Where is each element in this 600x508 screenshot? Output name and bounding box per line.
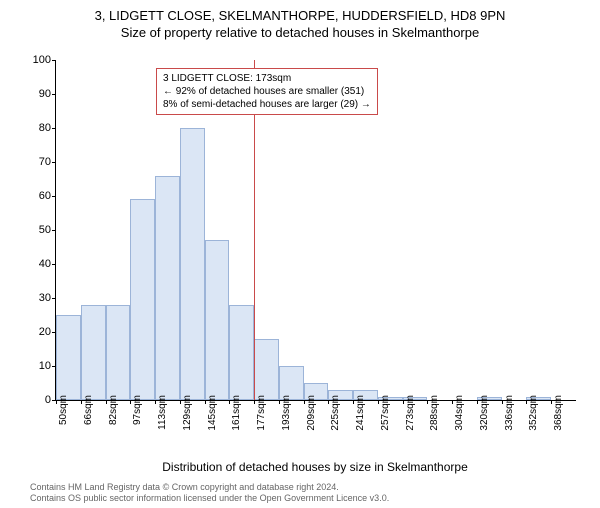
footer-line1: Contains HM Land Registry data © Crown c… bbox=[30, 482, 389, 493]
ytick-mark bbox=[52, 128, 56, 129]
xtick-mark bbox=[279, 400, 280, 404]
xtick-label: 161sqm bbox=[231, 395, 242, 431]
histogram-bar bbox=[56, 315, 81, 400]
ytick-mark bbox=[52, 162, 56, 163]
xtick-label: 288sqm bbox=[429, 395, 440, 431]
xtick-label: 304sqm bbox=[454, 395, 465, 431]
xtick-label: 257sqm bbox=[380, 395, 391, 431]
title-sub: Size of property relative to detached ho… bbox=[0, 25, 600, 40]
histogram-bar bbox=[130, 199, 155, 400]
xtick-label: 336sqm bbox=[504, 395, 515, 431]
xtick-label: 145sqm bbox=[207, 395, 218, 431]
ytick-label: 50 bbox=[21, 224, 51, 236]
xtick-mark bbox=[403, 400, 404, 404]
footer-attribution: Contains HM Land Registry data © Crown c… bbox=[30, 482, 389, 504]
xtick-mark bbox=[155, 400, 156, 404]
xtick-mark bbox=[106, 400, 107, 404]
annotation-line3: 8% of semi-detached houses are larger (2… bbox=[163, 98, 371, 111]
ytick-label: 30 bbox=[21, 292, 51, 304]
ytick-label: 100 bbox=[21, 54, 51, 66]
xtick-label: 129sqm bbox=[182, 395, 193, 431]
xtick-mark bbox=[205, 400, 206, 404]
histogram-bar bbox=[229, 305, 254, 400]
xtick-label: 225sqm bbox=[330, 395, 341, 431]
ytick-label: 10 bbox=[21, 360, 51, 372]
ytick-mark bbox=[52, 230, 56, 231]
xtick-label: 352sqm bbox=[528, 395, 539, 431]
xtick-mark bbox=[353, 400, 354, 404]
xtick-label: 50sqm bbox=[58, 395, 69, 425]
xtick-label: 320sqm bbox=[479, 395, 490, 431]
ytick-mark bbox=[52, 196, 56, 197]
xtick-mark bbox=[477, 400, 478, 404]
ytick-mark bbox=[52, 60, 56, 61]
ytick-label: 70 bbox=[21, 156, 51, 168]
xtick-mark bbox=[378, 400, 379, 404]
xtick-label: 66sqm bbox=[83, 395, 94, 425]
annotation-line1: 3 LIDGETT CLOSE: 173sqm bbox=[163, 72, 371, 85]
histogram-bar bbox=[106, 305, 131, 400]
annotation-box: 3 LIDGETT CLOSE: 173sqm← 92% of detached… bbox=[156, 68, 378, 115]
xtick-mark bbox=[304, 400, 305, 404]
plot-region: 010203040506070809010050sqm66sqm82sqm97s… bbox=[55, 60, 576, 401]
histogram-bar bbox=[155, 176, 180, 400]
xtick-mark bbox=[81, 400, 82, 404]
ytick-label: 90 bbox=[21, 88, 51, 100]
xtick-mark bbox=[180, 400, 181, 404]
footer-line2: Contains OS public sector information li… bbox=[30, 493, 389, 504]
xtick-label: 177sqm bbox=[256, 395, 267, 431]
histogram-bar bbox=[180, 128, 205, 400]
xtick-label: 368sqm bbox=[553, 395, 564, 431]
x-axis-label: Distribution of detached houses by size … bbox=[55, 460, 575, 474]
xtick-mark bbox=[254, 400, 255, 404]
ytick-label: 20 bbox=[21, 326, 51, 338]
ytick-label: 80 bbox=[21, 122, 51, 134]
xtick-label: 113sqm bbox=[157, 395, 168, 430]
chart-area: Number of detached properties 0102030405… bbox=[55, 60, 575, 430]
xtick-mark bbox=[56, 400, 57, 404]
histogram-bar bbox=[81, 305, 106, 400]
xtick-label: 273sqm bbox=[405, 395, 416, 431]
ytick-mark bbox=[52, 264, 56, 265]
ytick-label: 40 bbox=[21, 258, 51, 270]
title-main: 3, LIDGETT CLOSE, SKELMANTHORPE, HUDDERS… bbox=[0, 8, 600, 23]
xtick-label: 97sqm bbox=[132, 395, 143, 425]
xtick-label: 241sqm bbox=[355, 395, 366, 431]
ytick-label: 60 bbox=[21, 190, 51, 202]
xtick-label: 193sqm bbox=[281, 395, 292, 431]
ytick-label: 0 bbox=[21, 394, 51, 406]
histogram-bar bbox=[254, 339, 279, 400]
ytick-mark bbox=[52, 298, 56, 299]
histogram-bar bbox=[205, 240, 230, 400]
xtick-label: 209sqm bbox=[306, 395, 317, 431]
annotation-line2: ← 92% of detached houses are smaller (35… bbox=[163, 85, 371, 98]
ytick-mark bbox=[52, 94, 56, 95]
xtick-mark bbox=[502, 400, 503, 404]
xtick-label: 82sqm bbox=[108, 395, 119, 425]
